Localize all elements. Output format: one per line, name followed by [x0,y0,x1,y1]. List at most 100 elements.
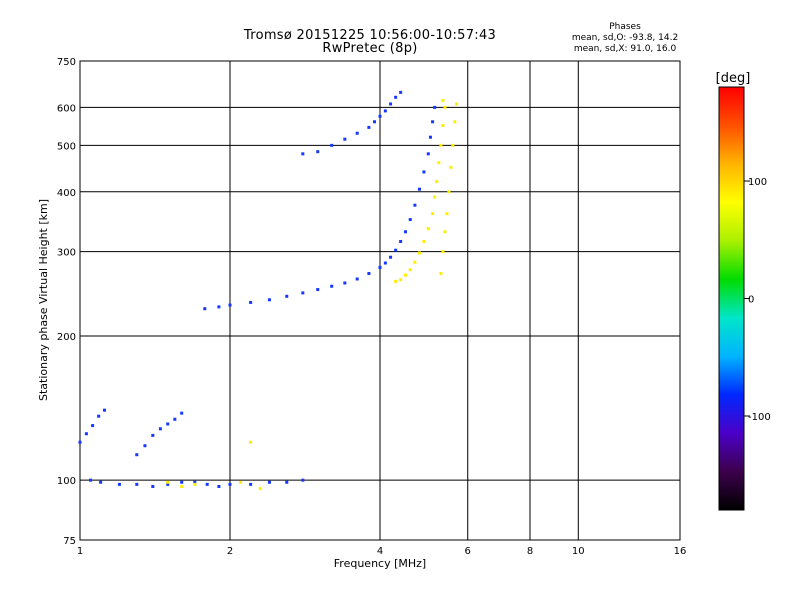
data-point [451,143,455,147]
x-tick-label: 4 [377,546,383,557]
data-point [239,480,243,484]
x-axis-label: Frequency [MHz] [334,557,426,570]
data-point [151,433,155,437]
data-point [367,125,371,129]
chart-subtitle: RwPretec (8p) [322,41,418,56]
data-point [399,278,403,282]
data-point [443,105,447,109]
data-point [433,195,437,199]
data-point [408,268,412,272]
data-point [84,432,88,436]
data-point [389,255,393,259]
data-point [228,482,232,486]
y-tick-label: 300 [57,248,76,259]
data-point [413,260,417,264]
data-point [180,480,184,484]
data-point [431,212,435,216]
data-point [193,482,197,486]
data-point [173,417,177,421]
data-point [91,424,95,428]
colorbar-tick-label: 0 [748,295,754,306]
data-point [343,281,347,285]
y-tick-label: 400 [57,188,76,199]
data-point [394,95,398,99]
y-axis-label: Stationary phase Virtual Height [km] [37,199,50,401]
data-point [89,478,93,482]
x-tick-label: 2 [227,546,233,557]
chart-title: Tromsø 20151225 10:56:00-10:57:43 [243,28,497,43]
data-point [285,480,289,484]
data-point [193,480,197,484]
data-point [426,152,430,156]
data-point [447,190,451,194]
colorbar [718,86,745,511]
data-point [403,230,407,234]
data-point [166,422,170,426]
data-point [135,453,139,457]
data-point [301,478,305,482]
data-point [417,187,421,191]
y-tick-label: 200 [57,332,76,343]
data-point [203,307,207,311]
data-point [78,440,82,444]
data-point [399,90,403,94]
data-point [378,265,382,269]
y-tick-label: 75 [63,536,76,547]
data-point [301,291,305,295]
axis-ticks: 1 2 4 6 8 10 16 75 100 200 300 400 500 600 750 [57,57,686,557]
data-point [316,288,320,292]
data-point [205,482,209,486]
stats-x-mode: mean, sd,X: 91.0, 16.0 [573,44,677,54]
data-point [267,298,271,302]
data-point [455,102,459,106]
data-point [267,480,271,484]
colorbar-ticks: 100 0 -100 [744,177,771,423]
data-point [422,239,426,243]
colorbar-label: [deg] [716,71,751,86]
x-tick-label: 1 [77,546,83,557]
data-point [367,272,371,276]
data-point [249,440,253,444]
y-tick-label: 500 [57,141,76,152]
data-point [249,300,253,304]
data-point [445,212,449,216]
data-point [441,124,445,128]
data-point [180,411,184,415]
data-point [151,484,155,488]
data-point [343,137,347,141]
data-point [258,487,262,491]
data-point [394,248,398,252]
data-point [97,414,101,418]
data-point [330,143,334,147]
phase-stats: Phases mean, sd,O: -93.8, 14.2 mean, sd,… [560,22,690,55]
y-tick-label: 100 [57,476,76,487]
x-tick-label: 8 [527,546,533,557]
data-point [426,227,430,231]
x-tick-label: 16 [674,546,687,557]
x-tick-label: 10 [572,546,585,557]
data-point [417,251,421,255]
data-point [441,99,445,103]
data-point [439,272,443,276]
data-point [435,180,439,184]
data-point [443,230,447,234]
x-tick-label: 6 [465,546,471,557]
y-tick-label: 750 [57,57,76,68]
data-point [431,120,435,124]
data-point [301,152,305,156]
data-point [117,482,121,486]
colorbar-tick-label: -100 [748,412,771,423]
data-point [330,284,334,288]
data-point [441,250,445,254]
data-point [228,303,232,307]
data-point [143,444,147,448]
data-point [383,109,387,113]
data-point [433,105,437,109]
data-point [422,170,426,174]
data-point [355,131,359,135]
data-point [413,203,417,207]
data-point [439,143,443,147]
data-point [103,408,107,412]
data-point [99,480,103,484]
